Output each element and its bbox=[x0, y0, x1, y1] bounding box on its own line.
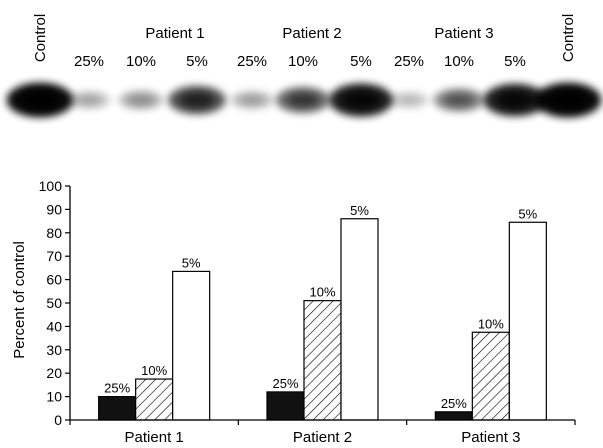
y-tick-label: 20 bbox=[46, 365, 62, 381]
bar bbox=[98, 396, 137, 421]
y-tick-label: 50 bbox=[46, 295, 62, 311]
blot-lane-label: 25% bbox=[237, 53, 267, 70]
blot-lane-label: 10% bbox=[126, 53, 156, 70]
blot-lane-label: 5% bbox=[350, 53, 372, 70]
blot-lane-label: 5% bbox=[186, 53, 208, 70]
bar bbox=[340, 218, 379, 421]
blot-band bbox=[118, 90, 164, 110]
bar-label: 25% bbox=[272, 376, 298, 391]
western-blot: Control 25% 10% 5% 25% 10% 5% 25% 10% 5% Control Pa… bbox=[6, 14, 602, 118]
blot-band bbox=[483, 83, 547, 117]
bar bbox=[471, 331, 510, 421]
y-tick-label: 40 bbox=[46, 318, 62, 334]
category-label: Patient 3 bbox=[461, 429, 520, 446]
y-tick-label: 0 bbox=[54, 412, 62, 428]
bar-label: 25% bbox=[441, 396, 467, 411]
y-tick-label: 60 bbox=[46, 272, 62, 288]
blot-patient-label: Patient 2 bbox=[282, 25, 341, 42]
blot-lane-label: Control bbox=[560, 14, 577, 62]
blot-lane-label: 5% bbox=[504, 53, 526, 70]
blot-headers: Control 25% 10% 5% 25% 10% 5% 25% 10% 5% Control Pa… bbox=[32, 14, 577, 70]
bar bbox=[303, 300, 342, 421]
bar bbox=[135, 378, 174, 421]
blot-lane-label: 25% bbox=[394, 53, 424, 70]
bar-labels: 25% 10% 5% 25% 10% 5% 25% 10% 5% bbox=[104, 203, 538, 411]
blot-band bbox=[168, 85, 226, 115]
y-axis-ticks: 0 10 20 30 40 50 60 70 80 90 100 bbox=[39, 178, 70, 428]
y-tick-label: 90 bbox=[46, 201, 62, 217]
blot-band bbox=[275, 86, 331, 114]
bar-label: 25% bbox=[104, 381, 130, 396]
blot-band bbox=[433, 88, 485, 112]
category-label: Patient 1 bbox=[125, 429, 184, 446]
blot-lane-label: 25% bbox=[74, 53, 104, 70]
bar-label: 10% bbox=[141, 363, 167, 378]
category-label: Patient 2 bbox=[293, 429, 352, 446]
y-axis-label: Percent of control bbox=[11, 241, 28, 359]
bar bbox=[434, 411, 473, 421]
bar bbox=[508, 221, 547, 421]
blot-patient-label: Patient 3 bbox=[434, 25, 493, 42]
blot-band bbox=[328, 83, 394, 117]
bar-chart: Percent of control 0 10 20 30 40 50 60 70 80 90 10… bbox=[11, 178, 576, 446]
bar-label: 10% bbox=[478, 316, 504, 331]
bar bbox=[266, 391, 305, 421]
blot-lane-label: 10% bbox=[288, 53, 318, 70]
blot-band bbox=[388, 91, 430, 109]
y-tick-label: 70 bbox=[46, 248, 62, 264]
bar-label: 5% bbox=[518, 206, 537, 221]
category-labels: Patient 1 Patient 2 Patient 3 bbox=[69, 420, 576, 446]
blot-lanes bbox=[6, 82, 602, 118]
bar-label: 10% bbox=[309, 285, 335, 300]
blot-band bbox=[67, 91, 111, 109]
bar-label: 5% bbox=[350, 203, 369, 218]
bar-label: 5% bbox=[182, 255, 201, 270]
blot-band bbox=[230, 90, 274, 110]
bars bbox=[98, 218, 547, 421]
y-tick-label: 10 bbox=[46, 389, 62, 405]
blot-band bbox=[6, 82, 74, 118]
bar bbox=[172, 270, 211, 421]
blot-patient-label: Patient 1 bbox=[145, 25, 204, 42]
y-tick-label: 80 bbox=[46, 225, 62, 241]
blot-lane-label: 10% bbox=[444, 53, 474, 70]
blot-lane-label: Control bbox=[32, 14, 49, 62]
y-tick-label: 100 bbox=[39, 178, 63, 194]
y-tick-label: 30 bbox=[46, 342, 62, 358]
blot-band bbox=[534, 82, 602, 118]
